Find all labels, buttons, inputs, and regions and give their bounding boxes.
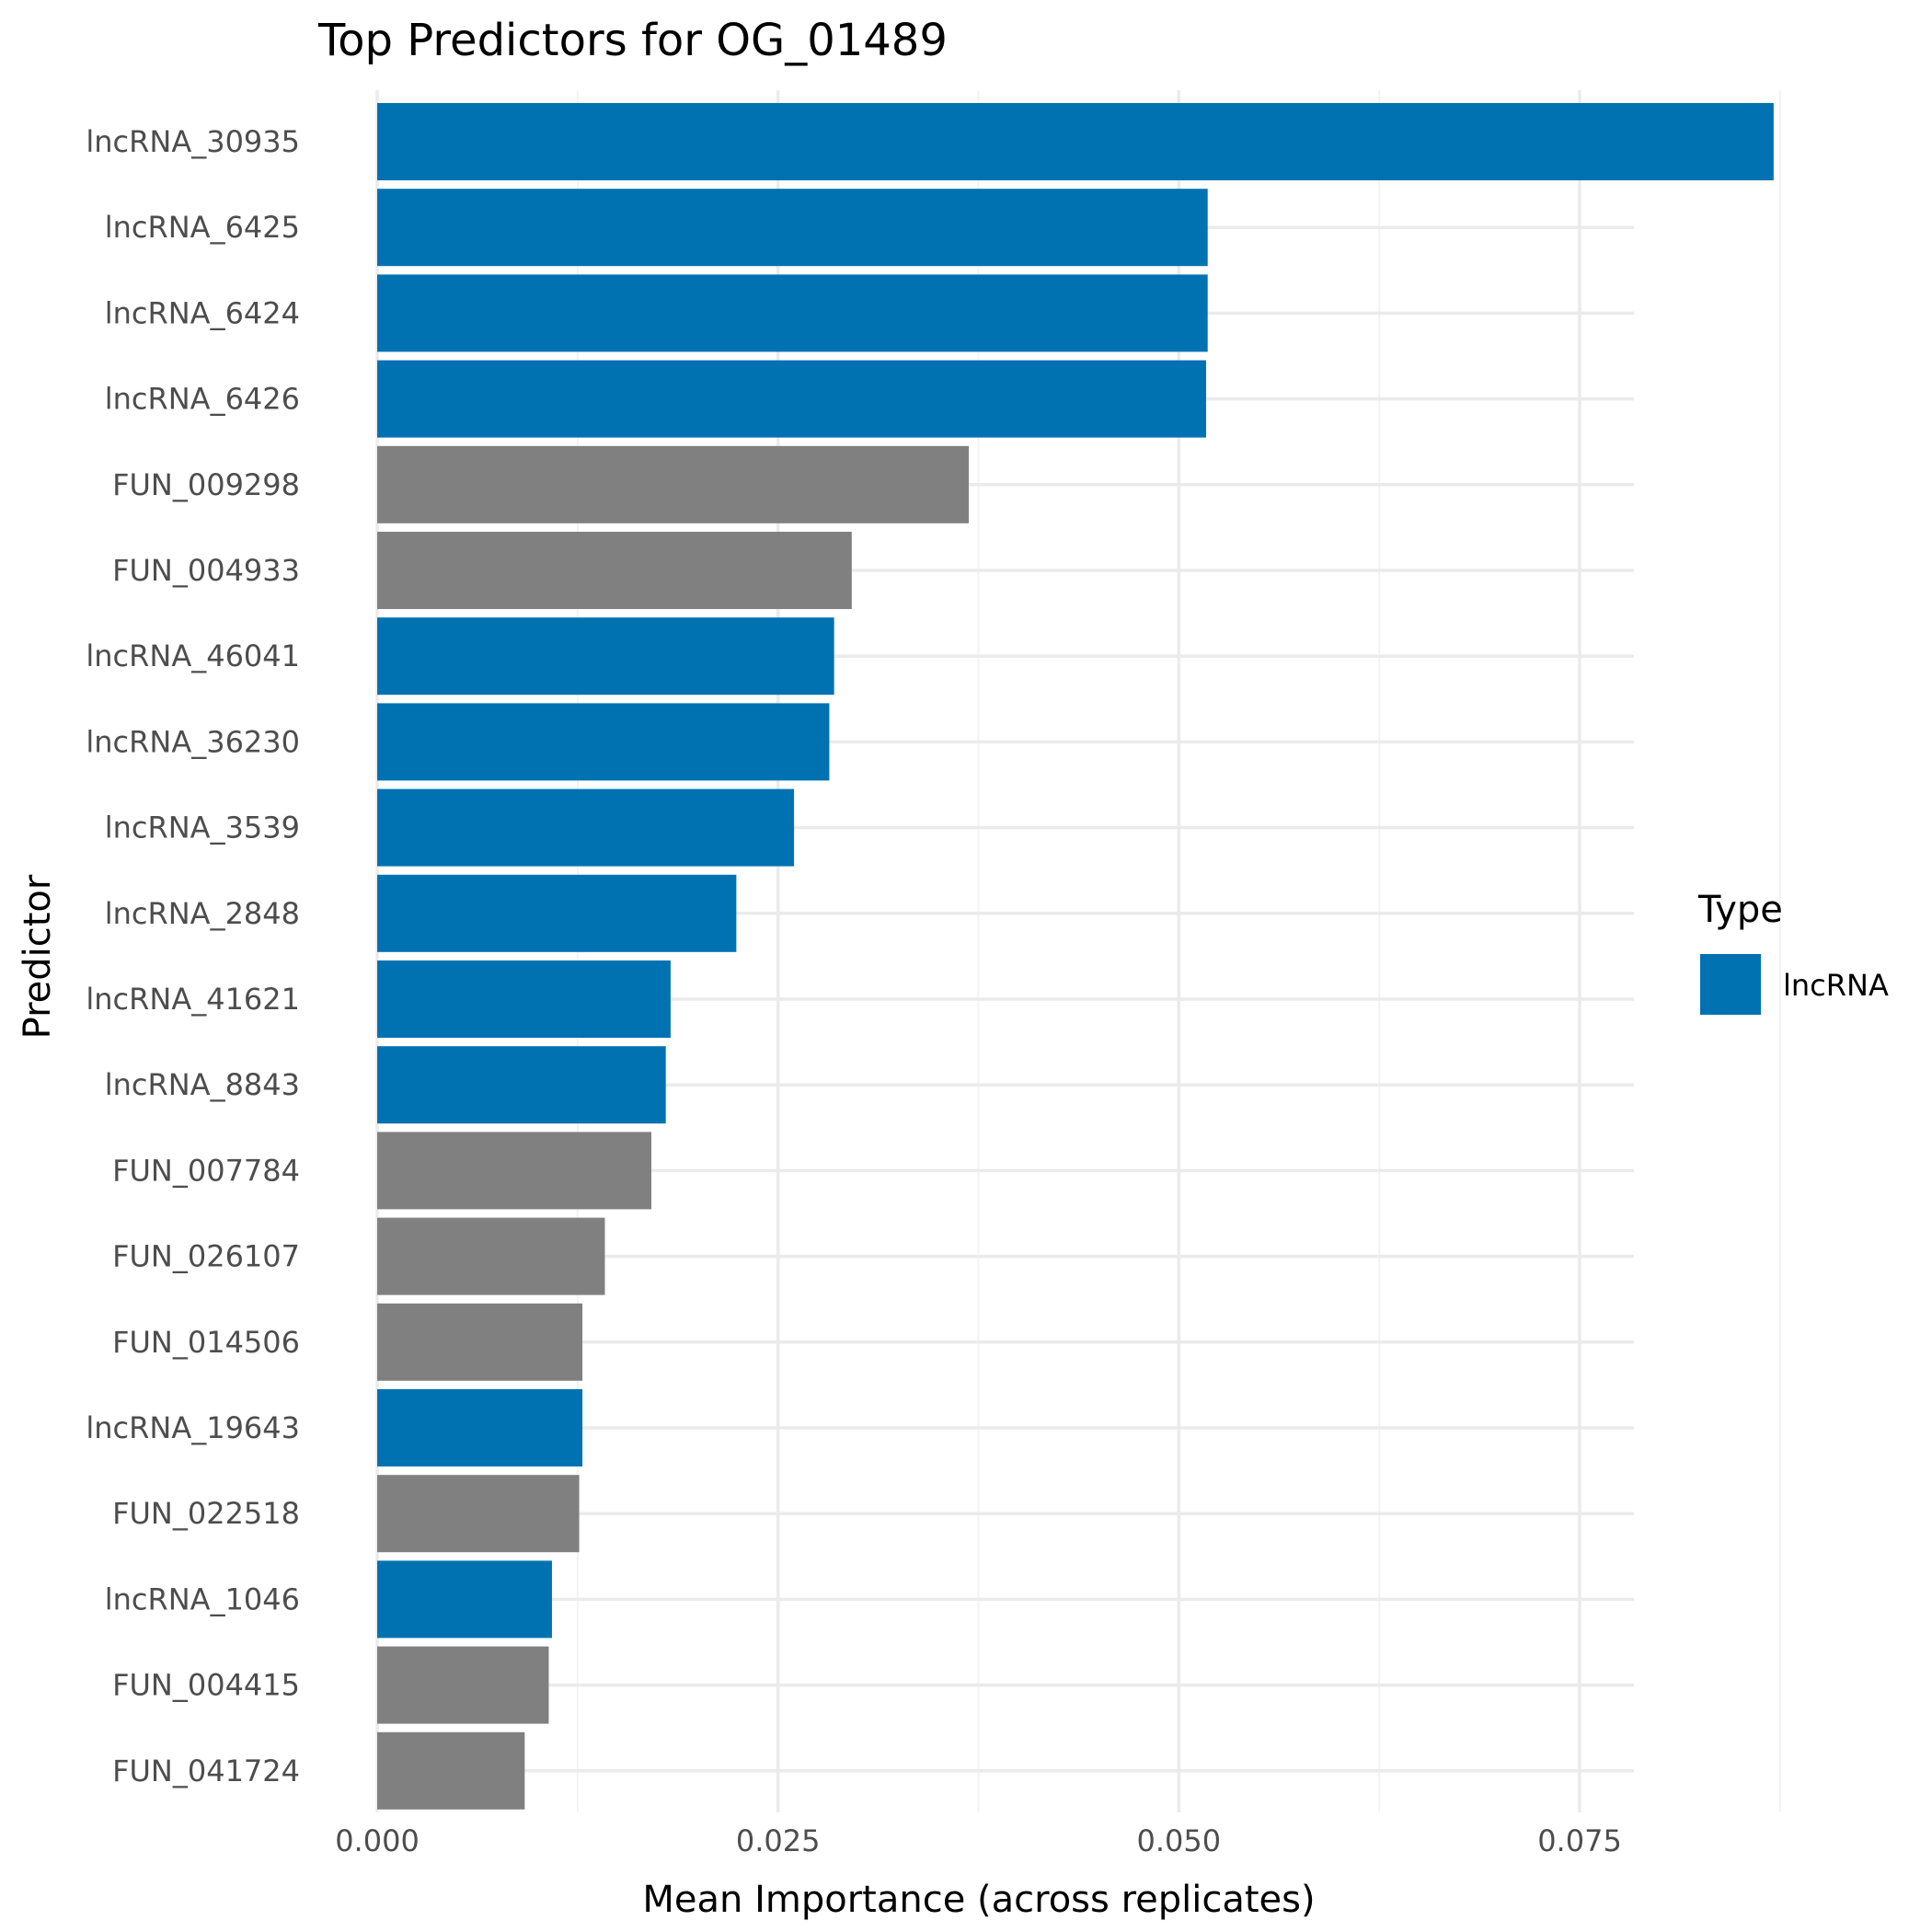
legend-swatch-lncrna bbox=[1700, 954, 1761, 1015]
bar bbox=[377, 617, 834, 696]
bar bbox=[377, 1475, 580, 1553]
bar bbox=[377, 874, 737, 952]
legend-label-lncrna: lncRNA bbox=[1783, 968, 1889, 1003]
y-tick-label: lncRNA_2848 bbox=[105, 896, 300, 931]
y-tick-label: FUN_004415 bbox=[112, 1668, 300, 1703]
y-tick-label: lncRNA_3539 bbox=[105, 811, 300, 845]
bar bbox=[377, 1560, 552, 1639]
bar bbox=[377, 532, 852, 609]
y-tick-label: lncRNA_6425 bbox=[105, 210, 300, 245]
y-tick-label: lncRNA_46041 bbox=[86, 638, 300, 673]
y-tick-label: lncRNA_8843 bbox=[105, 1067, 300, 1102]
y-tick-label: FUN_009298 bbox=[112, 467, 300, 502]
bar bbox=[377, 360, 1206, 438]
bar bbox=[377, 960, 671, 1038]
bar bbox=[377, 1132, 651, 1210]
legend: Type lncRNA bbox=[1697, 889, 1889, 1015]
y-tick-label: lncRNA_30935 bbox=[86, 124, 300, 159]
bar bbox=[377, 1046, 666, 1124]
bar bbox=[377, 445, 970, 523]
y-tick-label: lncRNA_6426 bbox=[105, 382, 300, 417]
x-axis-title: Mean Importance (across replicates) bbox=[642, 1879, 1315, 1921]
y-tick-label: lncRNA_41621 bbox=[86, 982, 300, 1017]
y-tick-label: FUN_022518 bbox=[112, 1496, 300, 1531]
bar bbox=[377, 274, 1208, 352]
bar bbox=[377, 189, 1208, 267]
bar bbox=[377, 788, 795, 867]
x-tick-label: 0.050 bbox=[1137, 1823, 1222, 1858]
bar bbox=[377, 103, 1774, 180]
chart-title: Top Predictors for OG_01489 bbox=[317, 15, 948, 66]
bars bbox=[377, 103, 1774, 1810]
legend-title: Type bbox=[1697, 889, 1783, 931]
y-tick-label: lncRNA_6424 bbox=[105, 295, 300, 330]
y-axis-title: Predictor bbox=[17, 874, 59, 1039]
bar bbox=[377, 1731, 525, 1810]
y-tick-label: FUN_026107 bbox=[112, 1239, 300, 1274]
x-tick-label: 0.000 bbox=[335, 1823, 420, 1858]
y-tick-label: FUN_004933 bbox=[112, 553, 300, 588]
y-tick-label: lncRNA_19643 bbox=[86, 1410, 300, 1445]
y-tick-label: lncRNA_36230 bbox=[86, 724, 300, 759]
y-tick-labels: lncRNA_30935 lncRNA_6425 lncRNA_6424 lncRNA… bbox=[86, 124, 300, 1788]
bar bbox=[377, 1217, 605, 1295]
bar bbox=[377, 703, 830, 781]
bar bbox=[377, 1646, 549, 1724]
bar bbox=[377, 1389, 583, 1466]
bar bbox=[377, 1303, 583, 1381]
x-tick-label: 0.025 bbox=[736, 1823, 821, 1858]
x-tick-labels: 0.000 0.025 0.050 0.075 bbox=[335, 1823, 1622, 1858]
y-tick-label: FUN_041724 bbox=[112, 1754, 300, 1788]
y-tick-label: lncRNA_1046 bbox=[105, 1581, 300, 1616]
y-tick-label: FUN_007784 bbox=[112, 1153, 300, 1188]
x-tick-label: 0.075 bbox=[1537, 1823, 1622, 1858]
y-tick-label: FUN_014506 bbox=[112, 1325, 300, 1360]
